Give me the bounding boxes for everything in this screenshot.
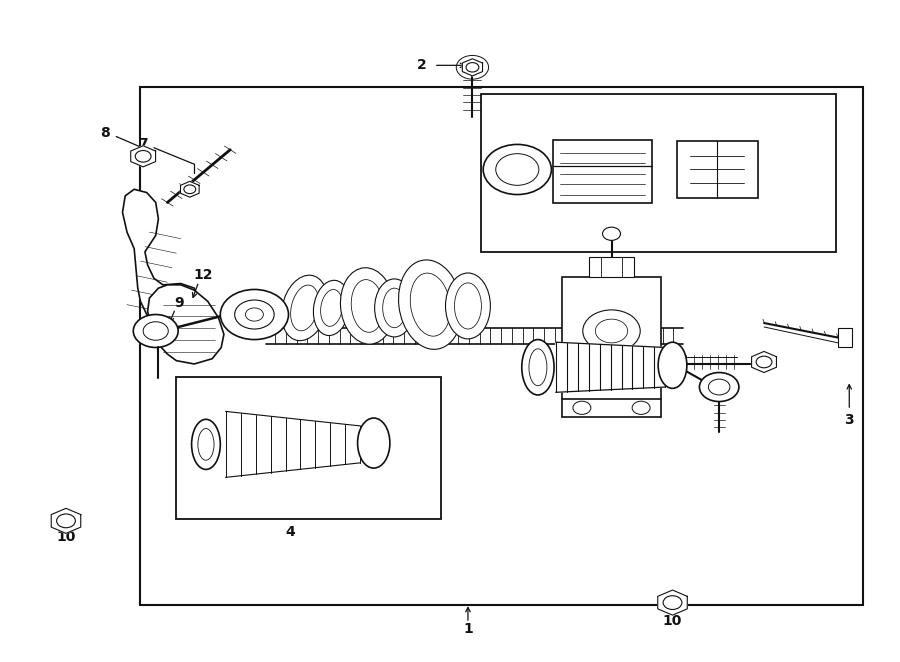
Bar xyxy=(562,277,661,399)
Text: 1: 1 xyxy=(464,622,472,636)
Text: 6: 6 xyxy=(201,474,211,489)
Ellipse shape xyxy=(320,289,343,326)
Ellipse shape xyxy=(529,349,547,386)
Circle shape xyxy=(756,356,772,368)
Ellipse shape xyxy=(658,342,687,389)
Circle shape xyxy=(246,308,264,321)
Bar xyxy=(838,328,851,348)
Circle shape xyxy=(466,63,479,72)
Ellipse shape xyxy=(340,267,394,344)
Circle shape xyxy=(708,379,730,395)
Text: 8: 8 xyxy=(100,126,110,140)
Text: 2: 2 xyxy=(417,58,427,72)
Ellipse shape xyxy=(374,279,414,337)
Ellipse shape xyxy=(282,275,328,341)
Circle shape xyxy=(57,514,76,528)
Polygon shape xyxy=(130,146,156,167)
Ellipse shape xyxy=(382,288,406,328)
Text: 10: 10 xyxy=(662,614,682,628)
Circle shape xyxy=(583,310,640,352)
Circle shape xyxy=(235,300,274,329)
Circle shape xyxy=(699,373,739,402)
Text: 10: 10 xyxy=(57,530,76,544)
Ellipse shape xyxy=(522,340,554,395)
Text: 7: 7 xyxy=(139,138,148,152)
Bar xyxy=(140,87,863,604)
Ellipse shape xyxy=(313,280,350,336)
Text: 12: 12 xyxy=(194,268,213,282)
Circle shape xyxy=(184,185,195,193)
Circle shape xyxy=(596,319,627,343)
Text: 4: 4 xyxy=(285,525,295,539)
Circle shape xyxy=(483,144,552,195)
Ellipse shape xyxy=(454,283,482,329)
Text: 9: 9 xyxy=(175,297,184,310)
Bar xyxy=(677,142,758,197)
Circle shape xyxy=(573,401,591,414)
Polygon shape xyxy=(752,352,777,373)
Circle shape xyxy=(496,154,539,185)
Bar xyxy=(590,257,634,277)
Circle shape xyxy=(220,289,289,340)
Circle shape xyxy=(135,150,151,162)
Ellipse shape xyxy=(291,285,319,331)
Circle shape xyxy=(143,322,168,340)
Text: 11: 11 xyxy=(637,240,657,254)
Polygon shape xyxy=(556,342,665,393)
Polygon shape xyxy=(148,285,224,364)
Circle shape xyxy=(632,401,650,414)
Ellipse shape xyxy=(351,279,383,332)
Ellipse shape xyxy=(198,428,214,460)
Polygon shape xyxy=(658,590,688,615)
Circle shape xyxy=(602,227,620,240)
Polygon shape xyxy=(181,181,199,197)
Text: 3: 3 xyxy=(844,413,854,427)
Polygon shape xyxy=(51,508,81,534)
Polygon shape xyxy=(122,189,199,328)
Bar xyxy=(482,94,836,252)
Bar xyxy=(176,377,441,519)
Polygon shape xyxy=(226,411,360,477)
Ellipse shape xyxy=(192,419,220,469)
Polygon shape xyxy=(463,59,482,76)
Ellipse shape xyxy=(446,273,491,339)
Circle shape xyxy=(133,314,178,348)
Ellipse shape xyxy=(399,260,462,350)
Bar xyxy=(554,140,652,203)
Text: 5: 5 xyxy=(417,406,427,420)
Ellipse shape xyxy=(357,418,390,468)
Circle shape xyxy=(663,596,682,610)
Ellipse shape xyxy=(410,273,450,336)
